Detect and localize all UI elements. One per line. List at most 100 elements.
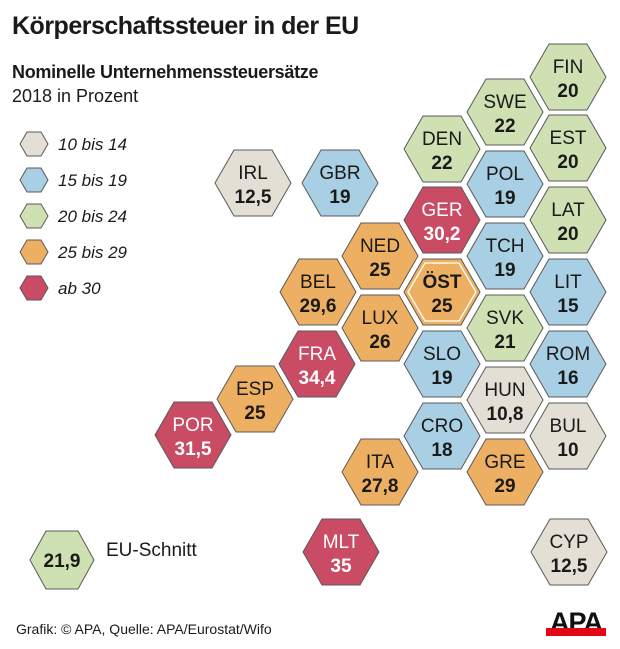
country-value: 30,2 [424, 224, 461, 245]
country-value: 10 [557, 440, 578, 461]
country-value: 25 [369, 260, 391, 281]
country-hex-lux: LUX 26 [341, 294, 419, 362]
legend-label: 25 bis 29 [57, 243, 128, 262]
country-value: 25 [431, 296, 453, 317]
country-code: ROM [546, 344, 590, 365]
hex-shape [341, 294, 419, 362]
hex-shape [466, 366, 544, 434]
legend-item: 20 bis 24 [19, 203, 127, 229]
hex-shape [530, 518, 608, 586]
hex-highlight-outline [407, 262, 477, 322]
country-code: LIT [554, 272, 582, 293]
country-code: CYP [549, 532, 588, 553]
country-hex-gre: GRE 29 [466, 438, 544, 506]
country-hex-est: EST 20 [529, 114, 607, 182]
chart-title: Körperschaftssteuer in der EU [12, 12, 359, 40]
country-code: ITA [366, 452, 394, 473]
country-value: 12,5 [551, 556, 588, 577]
hex-shape [466, 438, 544, 506]
hex-shape [278, 330, 356, 398]
hex-shape [216, 365, 294, 433]
country-hex-lit: LIT 15 [529, 258, 607, 326]
country-code: BEL [300, 272, 336, 293]
legend-swatch [19, 275, 49, 301]
legend-swatch [19, 203, 49, 229]
country-hex-ita: ITA 27,8 [341, 438, 419, 506]
hex-shape [403, 330, 481, 398]
country-hex-bel: BEL 29,6 [279, 258, 357, 326]
country-hex-bul: BUL 10 [529, 402, 607, 470]
hex-shape [466, 78, 544, 146]
country-code: NED [360, 236, 400, 257]
legend-swatch [19, 131, 49, 157]
country-hex-fra: FRA 34,4 [278, 330, 356, 398]
country-value: 20 [557, 152, 578, 173]
country-value: 20 [557, 224, 578, 245]
country-code: GBR [319, 163, 360, 184]
legend-label: ab 30 [58, 279, 101, 298]
country-code: ESP [236, 379, 274, 400]
country-hex-esp: ESP 25 [216, 365, 294, 433]
country-code: TCH [485, 236, 524, 257]
country-code: GER [421, 200, 462, 221]
eu-average-label: EU-Schnitt [106, 540, 197, 561]
country-code: LAT [551, 200, 585, 221]
hex-shape [529, 402, 607, 470]
eu-average-value: 21,9 [44, 551, 81, 572]
country-code: SWE [483, 92, 526, 113]
hex-shape [529, 186, 607, 254]
country-value: 22 [431, 153, 452, 174]
eu-average-shape [29, 530, 95, 590]
legend-label: 15 bis 19 [58, 171, 128, 190]
legend-item: 15 bis 19 [19, 167, 128, 193]
hex-shape [214, 149, 292, 217]
country-code: CRO [421, 416, 463, 437]
country-value: 22 [494, 116, 515, 137]
country-value: 27,8 [362, 476, 399, 497]
country-code: ÖST [422, 272, 461, 293]
country-value: 18 [431, 440, 452, 461]
country-value: 20 [557, 81, 578, 102]
hex-shape [279, 258, 357, 326]
country-value: 29,6 [300, 296, 337, 317]
source-note: Grafik: © APA, Quelle: APA/Eurostat/Wifo [16, 621, 272, 637]
country-code: EST [550, 128, 587, 149]
country-hex-den: DEN 22 [403, 115, 481, 183]
chart-period: 2018 in Prozent [12, 86, 139, 106]
country-value: 15 [557, 296, 579, 317]
hex-shape [466, 222, 544, 290]
country-hex-gbr: GBR 19 [301, 149, 379, 217]
hex-shape [403, 258, 481, 326]
country-code: BUL [550, 416, 587, 437]
country-hex-ger: GER 30,2 [403, 186, 481, 254]
country-hex-pol: POL 19 [466, 150, 544, 218]
country-value: 29 [494, 476, 515, 497]
country-hex-tch: TCH 19 [466, 222, 544, 290]
hex-shape [341, 222, 419, 290]
country-hex-fin: FIN 20 [529, 43, 607, 111]
country-value: 25 [244, 403, 266, 424]
hex-shape [529, 258, 607, 326]
country-value: 10,8 [487, 404, 524, 425]
country-code: POR [172, 415, 213, 436]
legend-item: ab 30 [19, 275, 101, 301]
legend-swatch [19, 167, 49, 193]
legend-item: 25 bis 29 [19, 239, 128, 265]
country-code: HUN [484, 380, 525, 401]
country-code: IRL [238, 163, 268, 184]
hex-shape [466, 150, 544, 218]
country-value: 16 [557, 368, 578, 389]
country-hex-swe: SWE 22 [466, 78, 544, 146]
legend-label: 10 bis 14 [58, 135, 127, 154]
legend-swatch [19, 239, 49, 265]
country-code: SLO [423, 344, 461, 365]
chart-subtitle: Nominelle Unternehmenssteuersätze [12, 62, 319, 82]
country-code: LUX [362, 308, 399, 329]
country-value: 19 [494, 260, 515, 281]
country-hex-slo: SLO 19 [403, 330, 481, 398]
country-code: DEN [422, 129, 462, 150]
hex-shape [403, 186, 481, 254]
hex-shape [529, 114, 607, 182]
country-code: POL [486, 164, 524, 185]
